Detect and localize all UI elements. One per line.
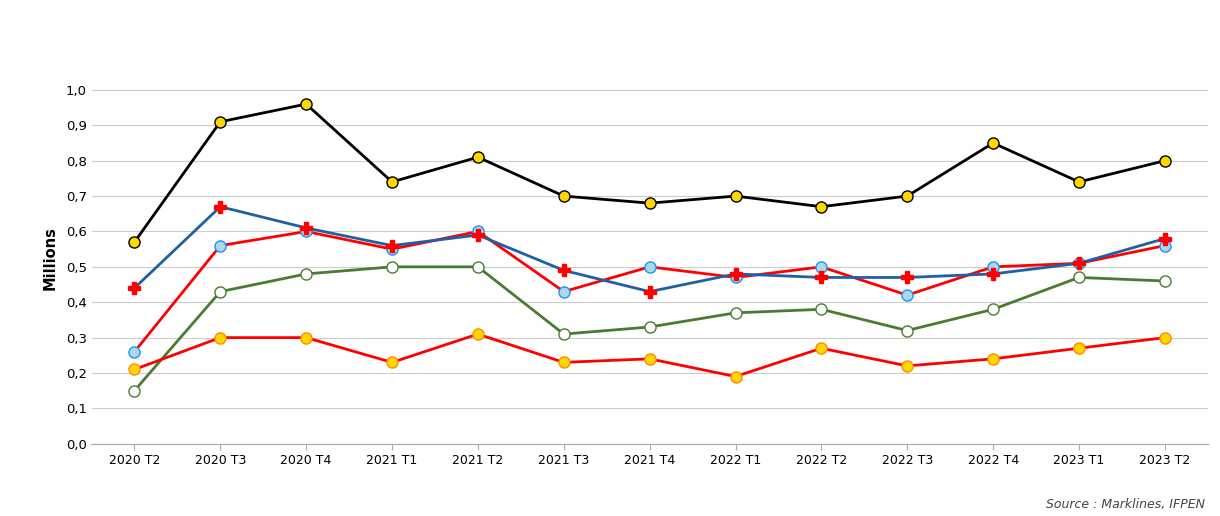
Text: Ventes de voitures VP dans 5 pays européens: Ventes de voitures VP dans 5 pays europé…: [16, 26, 555, 47]
Text: Source : Marklines, IFPEN: Source : Marklines, IFPEN: [1047, 498, 1205, 511]
Y-axis label: Millions: Millions: [43, 226, 57, 290]
